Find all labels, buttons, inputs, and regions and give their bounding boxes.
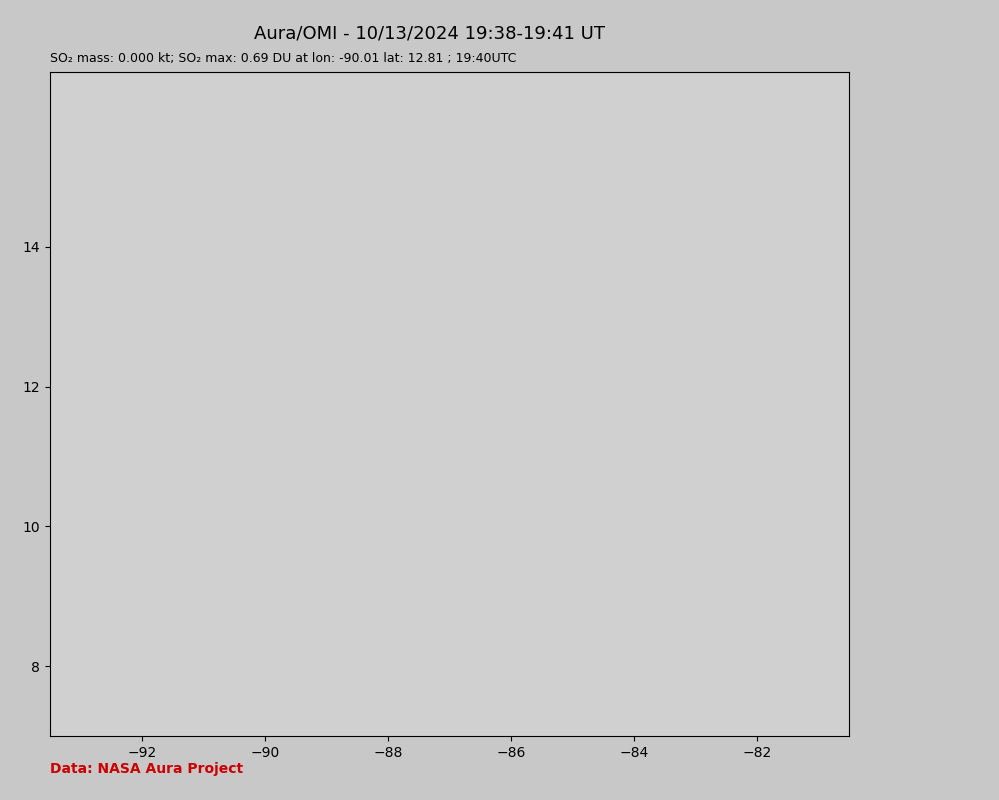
Text: Aura/OMI - 10/13/2024 19:38-19:41 UT: Aura/OMI - 10/13/2024 19:38-19:41 UT <box>254 24 605 42</box>
Text: SO₂ mass: 0.000 kt; SO₂ max: 0.69 DU at lon: -90.01 lat: 12.81 ; 19:40UTC: SO₂ mass: 0.000 kt; SO₂ max: 0.69 DU at … <box>50 52 516 65</box>
Text: Data: NASA Aura Project: Data: NASA Aura Project <box>50 762 243 776</box>
